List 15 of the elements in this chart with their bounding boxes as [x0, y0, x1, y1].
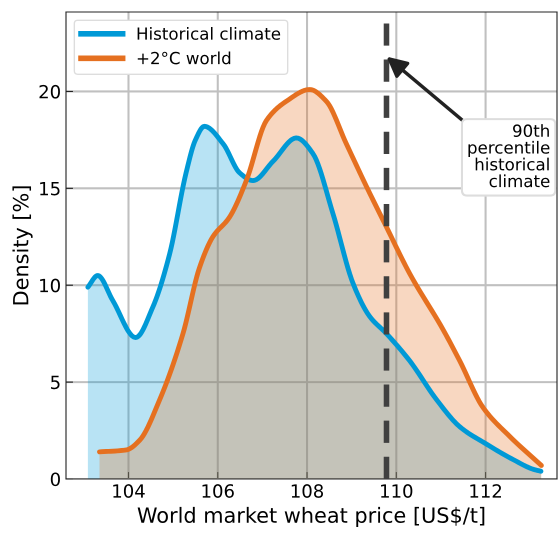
legend-label: Historical climate — [138, 27, 280, 40]
y-axis-title: Density [%] — [12, 186, 33, 304]
x-tick-label: 110 — [381, 484, 412, 498]
y-tick-label: 0 — [50, 472, 60, 486]
x-tick-label: 104 — [113, 484, 145, 498]
y-tick-label: 15 — [40, 182, 60, 196]
y-tick-label: 5 — [51, 376, 60, 390]
y-tick-label: 10 — [40, 278, 60, 292]
x-tick-label: 108 — [292, 484, 324, 498]
x-axis-title: World market wheat price [US$/t] — [138, 506, 484, 528]
annotation: 90th percentile historical climate — [468, 124, 550, 188]
x-tick-label: 106 — [202, 484, 234, 498]
x-tick-label: 112 — [470, 484, 502, 498]
legend-label: +2°C world — [138, 51, 230, 64]
y-tick-label: 20 — [39, 84, 60, 99]
